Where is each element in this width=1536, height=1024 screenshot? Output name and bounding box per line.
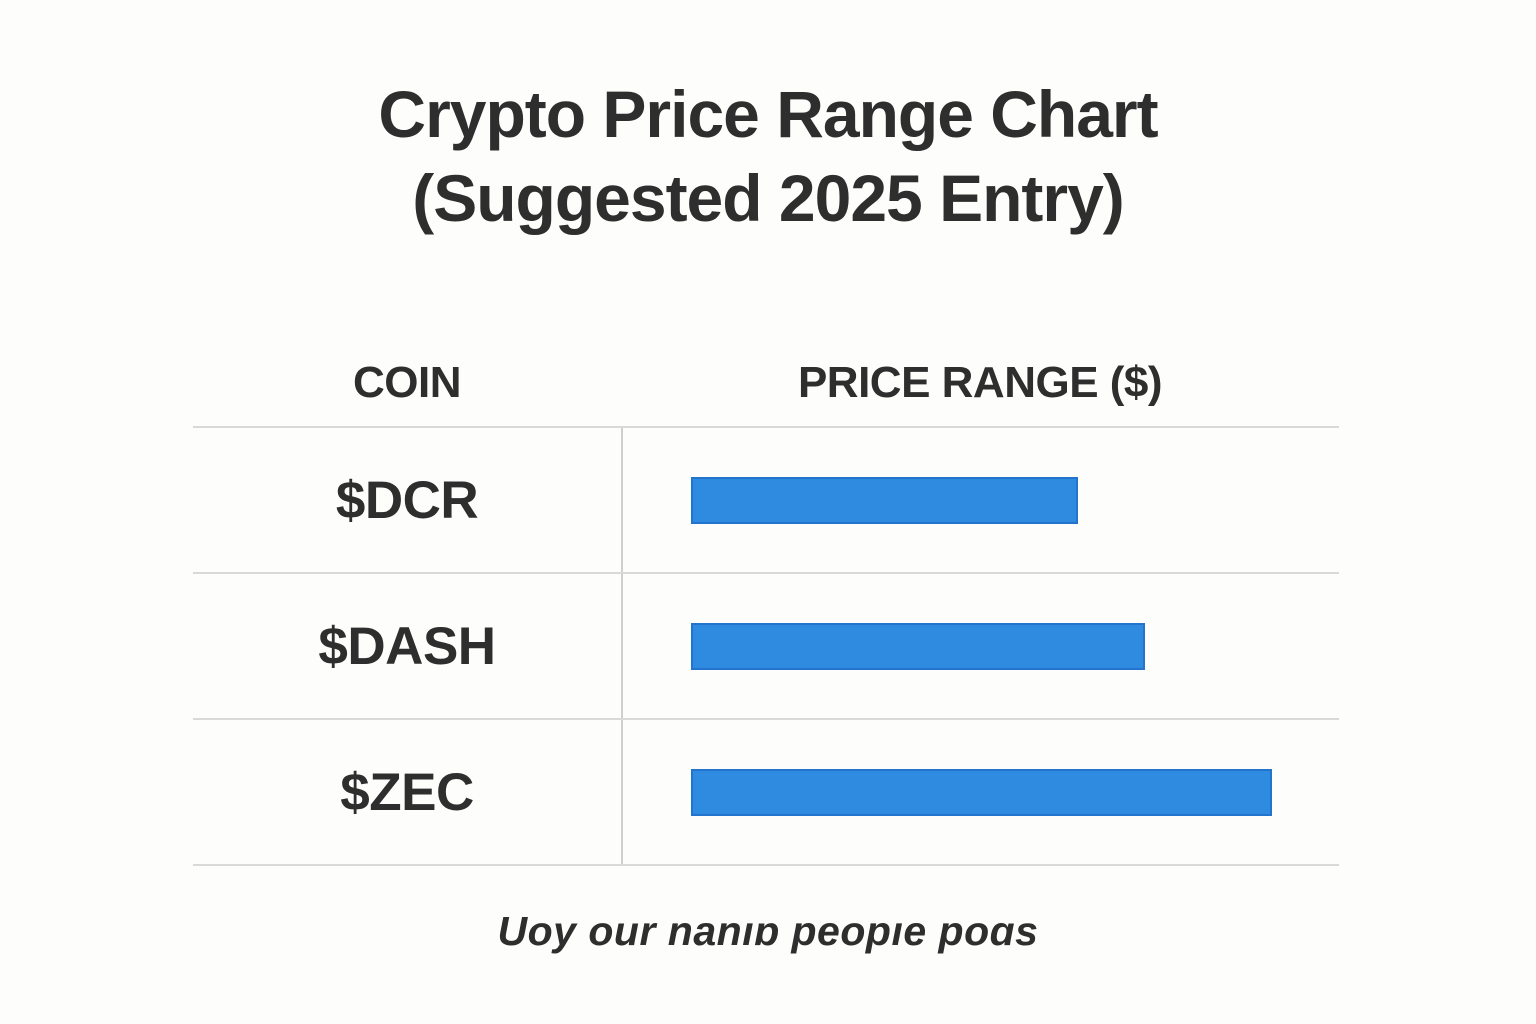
chart-title-line1: Crypto Price Range Chart [378, 77, 1158, 151]
table-header-row: COIN PRICE RANGE ($) [193, 340, 1339, 426]
price-range-bar-dash [691, 622, 1145, 670]
chart-title: Crypto Price Range Chart (Suggested 2025… [0, 72, 1536, 241]
coin-label-dcr: $DCR [193, 428, 623, 572]
column-header-coin: COIN [353, 358, 462, 407]
price-range-bar-zec [691, 768, 1272, 816]
table-row: $DASH [193, 572, 1339, 718]
coin-label-zec: $ZEC [193, 720, 623, 864]
column-header-price-range: PRICE RANGE ($) [797, 358, 1163, 407]
bottom-caption: Uoy our nanıɒ peopıe poɑs [497, 908, 1039, 954]
bar-cell [623, 574, 1339, 718]
bar-cell [623, 428, 1339, 572]
table-row: $ZEC [193, 718, 1339, 866]
price-range-bar-dcr [691, 476, 1078, 524]
table-row: $DCR [193, 426, 1339, 572]
coin-label-dash: $DASH [193, 574, 623, 718]
bar-cell [623, 720, 1339, 864]
price-range-table: COIN PRICE RANGE ($) $DCR $DASH $ZEC [193, 340, 1339, 866]
chart-title-line2: (Suggested 2025 Entry) [412, 161, 1125, 236]
